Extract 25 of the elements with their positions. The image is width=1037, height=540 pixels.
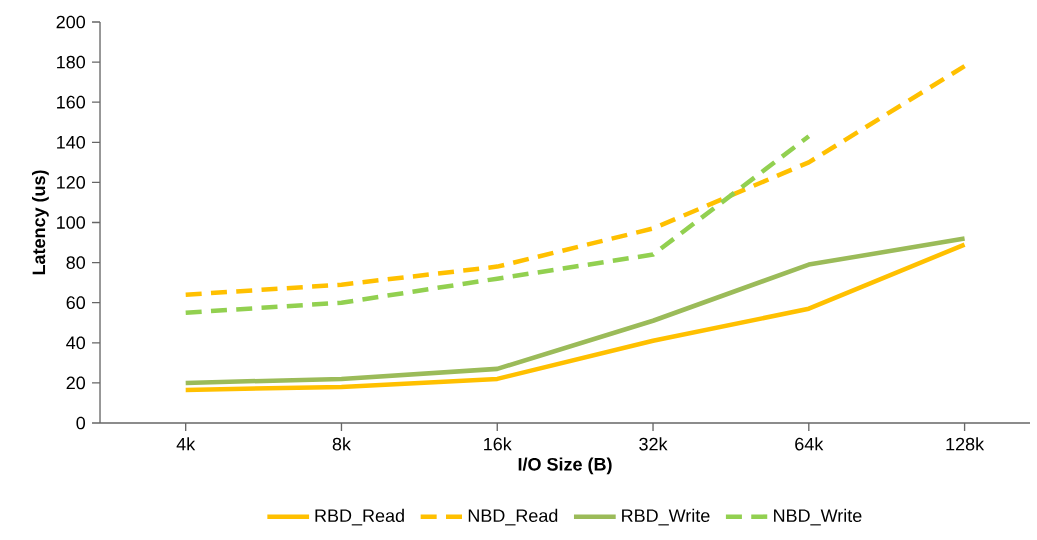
line-series — [183, 134, 812, 315]
y-tick-label: 140 — [57, 135, 86, 149]
x-tick-label: 64k — [795, 437, 824, 451]
line-series — [183, 63, 967, 297]
x-tick-label: 4k — [176, 437, 196, 451]
x-axis-title: I/O Size (B) — [518, 457, 612, 475]
legend-label: RBD_Write — [622, 508, 710, 526]
x-tick-label: 128k — [946, 437, 985, 451]
y-axis-title: Latency (us) — [31, 170, 49, 275]
y-tick-label: 0 — [76, 416, 86, 430]
x-tick-label: 16k — [484, 437, 512, 451]
x-tick-label: 32k — [639, 437, 668, 451]
legend-label: NBD_Read — [468, 508, 558, 526]
x-tick-label: 8k — [332, 437, 351, 451]
y-tick-label: 40 — [66, 336, 86, 350]
y-tick-label: 80 — [66, 256, 86, 269]
y-tick-label: 180 — [57, 55, 86, 69]
y-tick-label: 200 — [56, 15, 86, 29]
y-tick-label: 60 — [66, 296, 86, 310]
y-tick-label: 120 — [57, 176, 86, 189]
legend-label: NBD_Write — [774, 508, 862, 526]
y-tick-label: 160 — [57, 95, 86, 109]
y-tick-label: 100 — [57, 216, 86, 229]
y-tick-label: 20 — [66, 376, 86, 390]
legend-label: RBD_Read — [315, 508, 404, 526]
